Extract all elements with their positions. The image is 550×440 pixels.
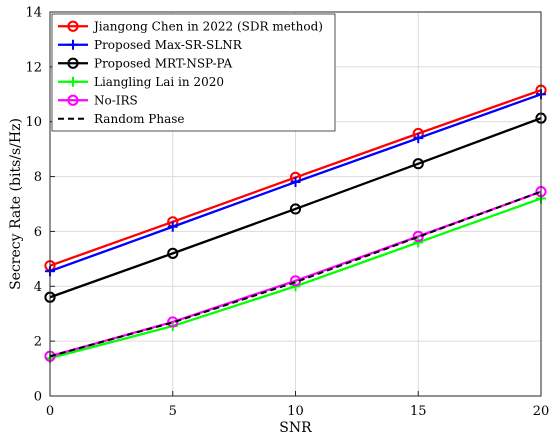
legend-entry: No-IRS	[58, 93, 138, 107]
series-line	[49, 117, 542, 299]
legend-entry: Random Phase	[58, 112, 185, 126]
legend-label: Random Phase	[94, 112, 185, 126]
data-point	[68, 39, 78, 50]
series-6	[49, 190, 542, 358]
legend-box	[51, 13, 336, 132]
y-tick-label: 2	[34, 335, 42, 350]
y-tick-label: 8	[34, 170, 42, 185]
data-point	[289, 203, 302, 215]
legend-label: Liangling Lai in 2020	[94, 75, 224, 89]
y-tick-label: 6	[34, 225, 42, 240]
x-tick-label: 5	[169, 404, 177, 419]
y-tick-label: 12	[25, 60, 42, 75]
data-point	[167, 221, 178, 232]
y-tick-label: 0	[34, 390, 42, 405]
data-point	[412, 158, 424, 170]
y-tick-label: 10	[25, 115, 42, 130]
legend-entry: Jiangong Chen in 2022 (SDR method)	[58, 19, 323, 33]
legend-label: Proposed Max-SR-SLNR	[94, 38, 243, 52]
data-point	[290, 177, 301, 188]
x-tick-label: 20	[533, 404, 550, 419]
legend-entry: Proposed Max-SR-SLNR	[58, 38, 243, 52]
legend-label: Jiangong Chen in 2022 (SDR method)	[92, 19, 323, 33]
axis-ticks: 0 5 10 15 20 0 2 4 6 8 10 12 14	[25, 6, 549, 420]
y-tick-label: 4	[34, 280, 42, 295]
legend: Jiangong Chen in 2022 (SDR method) Propos…	[51, 13, 336, 132]
data-point	[67, 57, 79, 69]
y-axis-label: Secrecy Rate (bits/s/Hz)	[8, 118, 24, 290]
legend-entry: Proposed MRT-NSP-PA	[58, 56, 232, 70]
data-point	[413, 133, 424, 144]
series-line	[49, 190, 542, 358]
data-point	[413, 237, 424, 248]
legend-label: No-IRS	[94, 93, 138, 107]
data-point	[167, 247, 179, 259]
x-tick-label: 15	[410, 404, 427, 419]
legend-entry: Liangling Lai in 2020	[58, 75, 224, 89]
data-point	[67, 94, 79, 106]
x-tick-label: 0	[46, 404, 54, 419]
x-axis-label: SNR	[279, 420, 312, 436]
data-point	[412, 230, 424, 242]
y-tick-label: 14	[25, 6, 42, 21]
x-tick-label: 10	[287, 404, 304, 419]
data-point	[67, 20, 79, 32]
data-point	[68, 76, 78, 87]
legend-label: Proposed MRT-NSP-PA	[94, 56, 232, 70]
